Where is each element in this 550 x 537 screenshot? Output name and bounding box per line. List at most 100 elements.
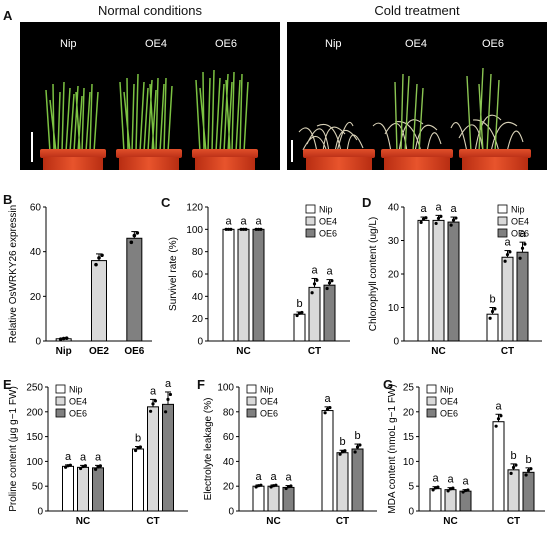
data-point — [523, 242, 527, 246]
data-point — [134, 448, 138, 453]
y-tick-label: 30 — [388, 236, 400, 247]
significance-letter: a — [447, 474, 454, 486]
data-point — [508, 250, 512, 254]
data-point — [166, 397, 170, 401]
data-point — [224, 227, 228, 231]
y-tick-label: 0 — [35, 337, 41, 348]
data-point — [68, 463, 72, 467]
significance-letter: b — [296, 298, 302, 310]
y-tick-label: 10 — [388, 303, 400, 314]
significance-letter: a — [240, 215, 247, 227]
legend-label: OE4 — [260, 397, 278, 407]
y-tick-label: 60 — [192, 270, 204, 281]
bar — [222, 228, 235, 342]
bar — [351, 448, 364, 512]
x-tick-label: Nip — [56, 346, 72, 357]
data-point — [136, 446, 140, 450]
bar — [252, 228, 265, 342]
bar — [507, 469, 520, 512]
data-point — [100, 253, 104, 258]
x-tick-label: NC — [431, 346, 445, 357]
bar — [486, 313, 499, 342]
cold-seedlings — [298, 67, 524, 153]
data-point — [514, 463, 518, 467]
data-point — [448, 487, 453, 491]
data-point — [355, 445, 360, 449]
data-point — [153, 399, 157, 403]
scale-bar — [31, 132, 33, 162]
data-point — [312, 282, 317, 286]
data-point — [297, 311, 302, 315]
bar — [516, 251, 529, 342]
y-tick-label: 150 — [26, 432, 43, 443]
significance-letter: a — [255, 215, 262, 227]
legend-swatch — [305, 228, 316, 238]
panel-f-letter: F — [197, 377, 205, 392]
data-point — [446, 489, 450, 493]
legend-swatch — [426, 408, 437, 418]
y-tick-label: 0 — [393, 337, 399, 348]
data-point — [463, 488, 468, 493]
significance-letter: a — [95, 451, 102, 463]
data-point — [284, 486, 288, 491]
y-tick-label: 15 — [403, 432, 415, 443]
panel-g-letter: G — [383, 377, 394, 392]
data-point — [229, 227, 233, 231]
data-point — [310, 291, 314, 295]
data-point — [168, 392, 172, 397]
y-axis-label: Relative OsWRKY26 expressin — [8, 205, 19, 343]
data-point — [325, 286, 329, 291]
data-point — [254, 485, 258, 489]
data-point — [244, 227, 248, 231]
data-point — [129, 240, 134, 245]
pot-oe4 — [116, 149, 182, 170]
data-point — [449, 223, 453, 227]
legend-label: OE4 — [319, 217, 337, 227]
bar — [323, 284, 336, 342]
data-point — [259, 227, 263, 231]
significance-letter: a — [326, 266, 333, 278]
y-tick-label: 100 — [26, 457, 43, 468]
photo-label-oe6: OE6 — [482, 38, 505, 50]
significance-letter: a — [270, 471, 277, 483]
data-point — [83, 464, 87, 468]
y-axis-label: Survivel rate (%) — [168, 237, 179, 311]
bar — [501, 256, 514, 342]
bar — [91, 260, 107, 342]
x-tick-label: OE2 — [89, 346, 109, 357]
bar — [62, 465, 74, 512]
data-point — [138, 445, 142, 449]
data-point — [338, 452, 342, 456]
legend-label: OE4 — [69, 397, 87, 407]
bar — [92, 467, 104, 512]
bar — [522, 471, 535, 512]
legend-label: OE6 — [511, 229, 529, 239]
pot-nip — [40, 149, 106, 170]
y-axis-label: Electrolyte leakage (%) — [203, 398, 214, 501]
data-point — [97, 256, 101, 260]
bar — [321, 410, 334, 512]
significance-letter: b — [510, 450, 516, 462]
chart-b-expression: 0 20 40 60 Relative OsWRKY26 expressin Nip OE2… — [8, 203, 152, 357]
data-point — [132, 233, 137, 238]
y-tick-label: 40 — [30, 247, 42, 258]
data-point — [524, 473, 528, 477]
significance-letter: a — [504, 237, 511, 249]
legend-swatch — [426, 384, 437, 394]
data-point — [353, 450, 357, 454]
bar — [459, 490, 472, 512]
data-point — [259, 483, 263, 487]
photo-label-nip: Nip — [325, 38, 342, 50]
data-point — [518, 256, 522, 260]
data-point — [300, 310, 304, 315]
legend-swatch — [305, 216, 316, 226]
data-point — [454, 216, 458, 220]
normal-seedlings — [45, 69, 249, 153]
data-point — [64, 336, 69, 341]
panel-a-letter: A — [3, 8, 13, 23]
y-tick-label: 50 — [32, 482, 44, 493]
data-point — [241, 227, 246, 231]
data-point — [436, 216, 441, 220]
significance-letter: a — [225, 215, 232, 227]
